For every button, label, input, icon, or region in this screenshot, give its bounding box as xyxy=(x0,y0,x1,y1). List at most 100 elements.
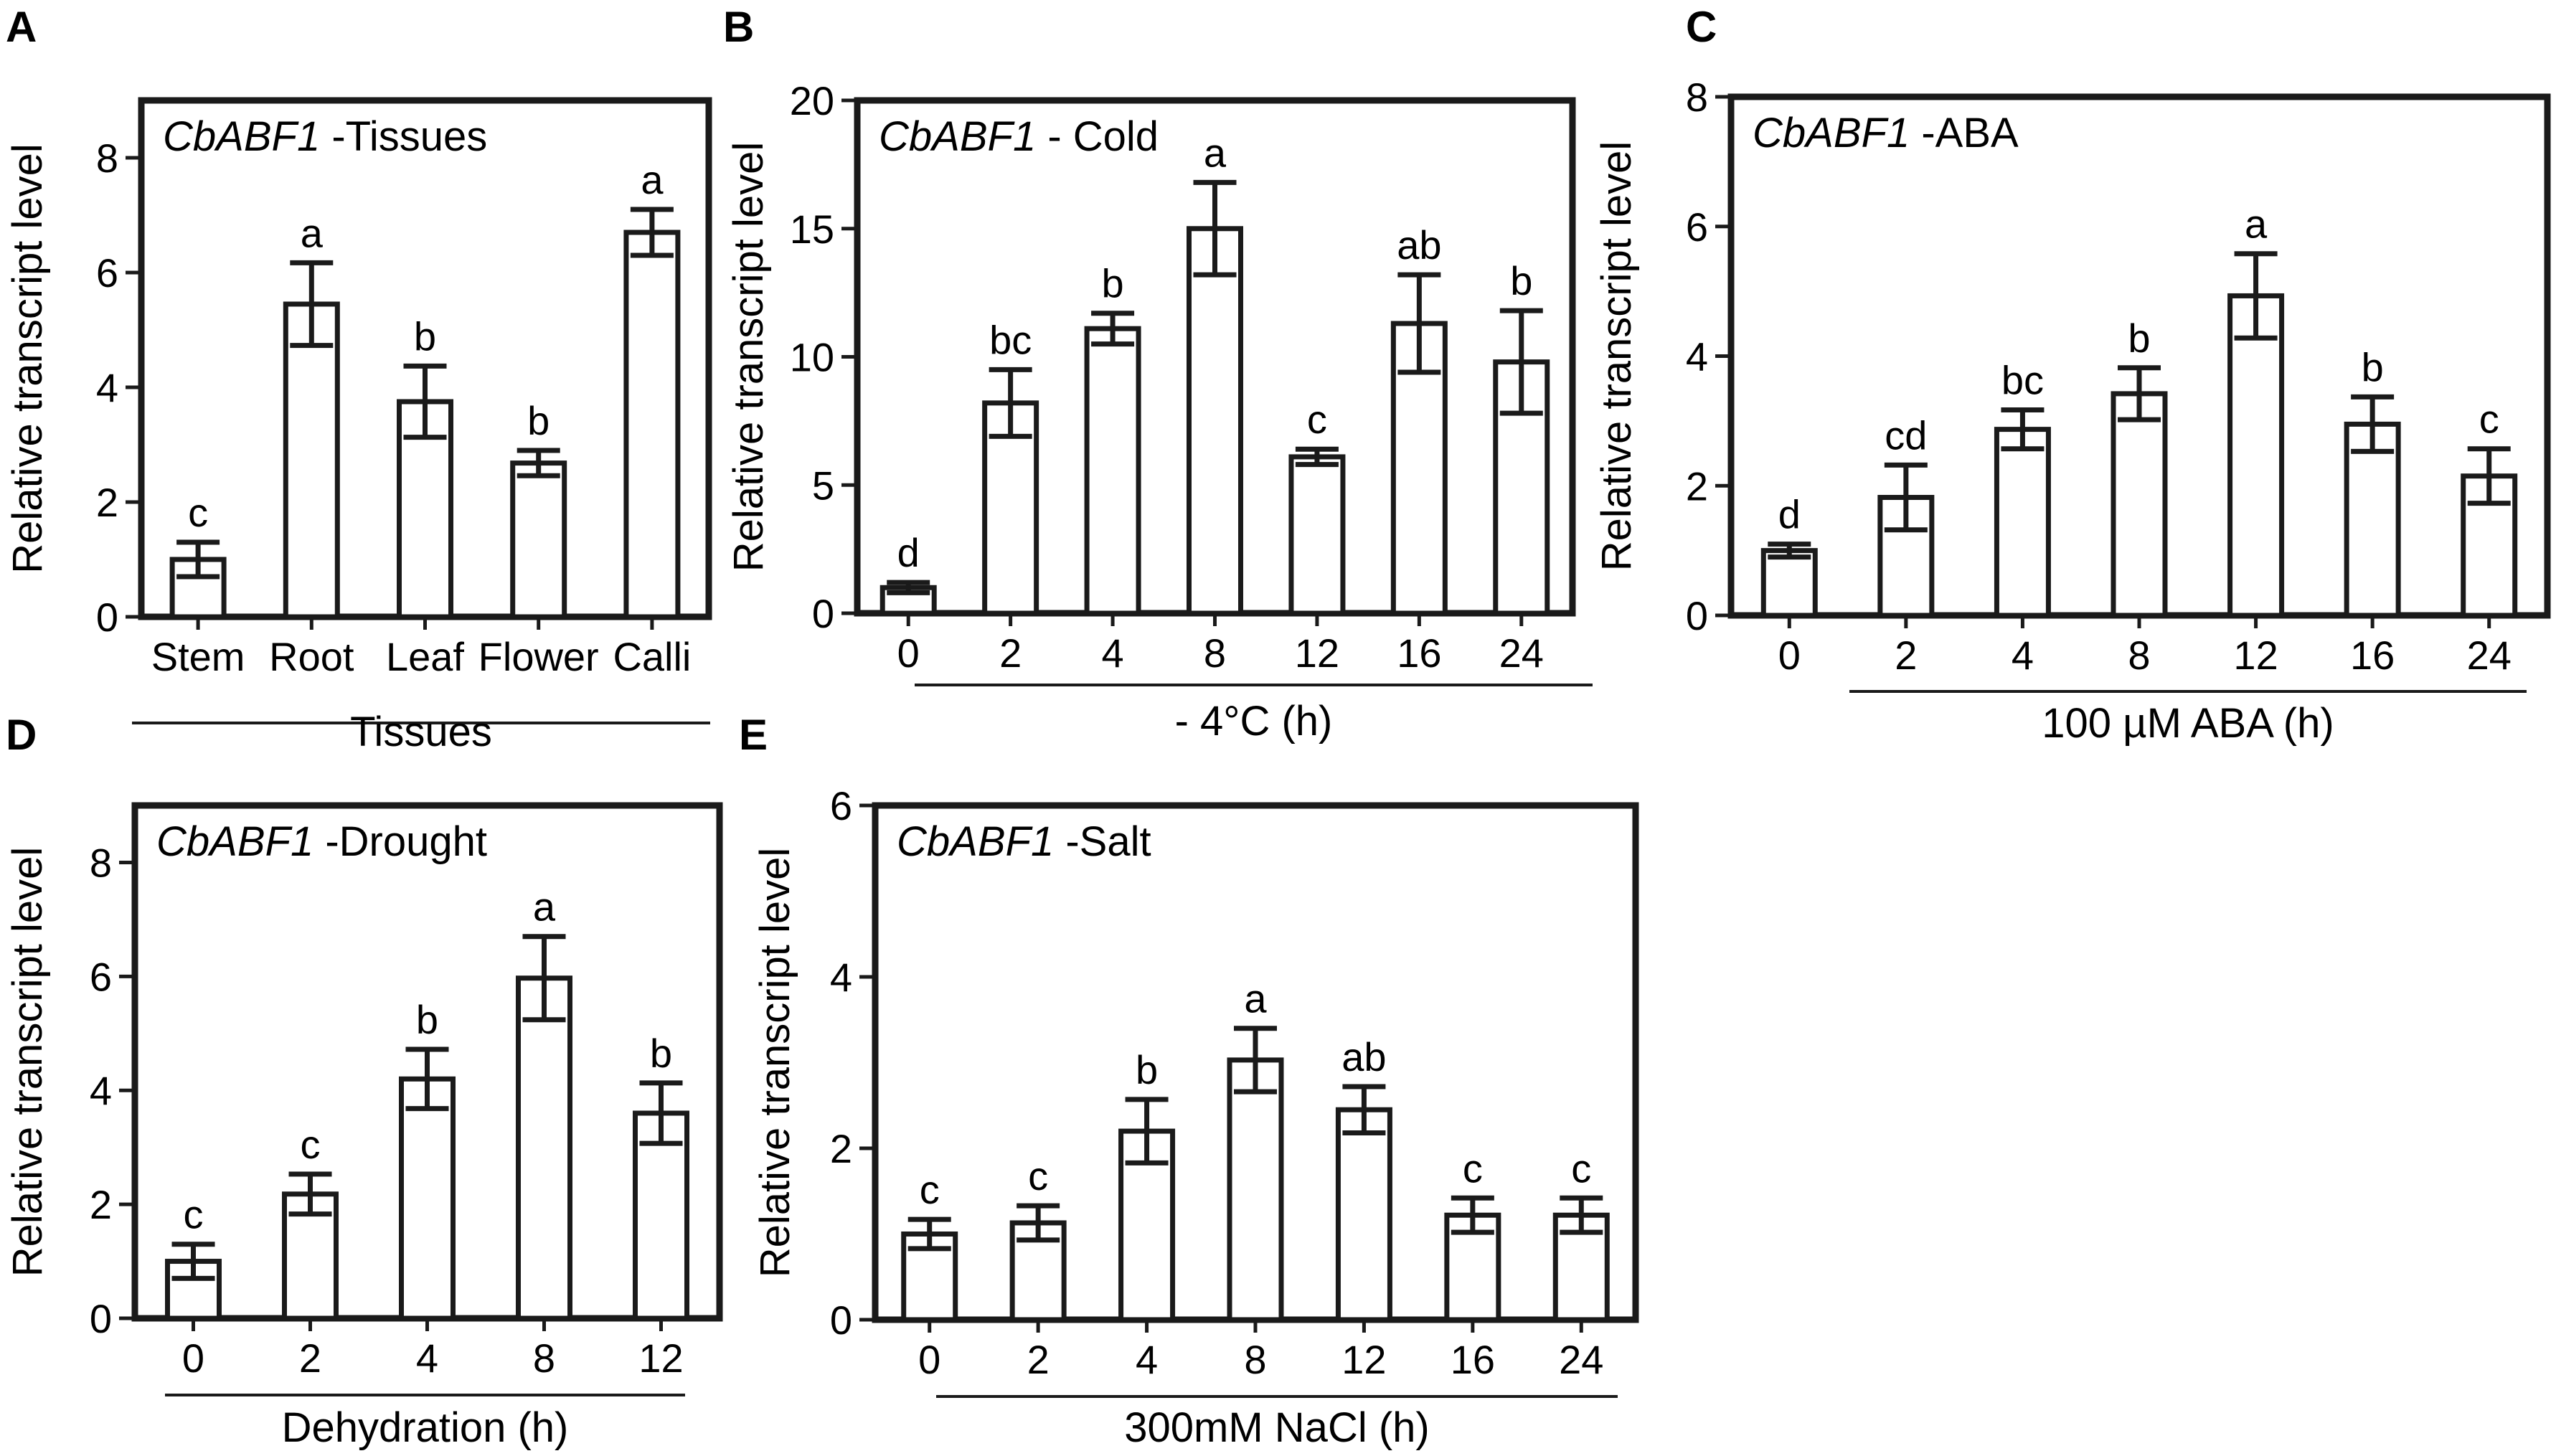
x-tick-label: 16 xyxy=(1451,1337,1495,1382)
significance-label: bc xyxy=(989,317,1032,362)
error-bar xyxy=(2001,407,2045,452)
x-tick-label: 24 xyxy=(1559,1337,1603,1382)
x-axis-label: 100 µM ABA (h) xyxy=(2042,700,2334,747)
significance-label: c xyxy=(188,490,208,535)
chart-title: CbABF1 -Salt xyxy=(897,818,1151,865)
significance-label: c xyxy=(1571,1145,1591,1191)
significance-label: ab xyxy=(1341,1034,1386,1079)
x-axis-label: Tissues xyxy=(350,709,492,755)
x-axis-label: Dehydration (h) xyxy=(282,1404,569,1451)
significance-label: ab xyxy=(1397,222,1441,268)
x-tick-label: 8 xyxy=(2128,633,2150,678)
error-bar xyxy=(288,1171,332,1217)
significance-label: d xyxy=(1778,492,1801,537)
x-tick-label: 8 xyxy=(533,1336,555,1381)
title-suffix: -Salt xyxy=(1054,818,1151,865)
significance-label: b xyxy=(416,997,438,1042)
error-bar xyxy=(1499,308,1543,416)
y-tick-label: 0 xyxy=(1686,593,1708,638)
y-tick-label: 8 xyxy=(1686,75,1708,120)
x-tick-label: 0 xyxy=(897,630,920,676)
error-bar xyxy=(176,539,220,580)
y-tick-label: 6 xyxy=(90,954,112,999)
bar-4 xyxy=(399,1076,456,1321)
significance-label: b xyxy=(1136,1047,1158,1092)
error-bar xyxy=(1451,1195,1494,1235)
error-bar xyxy=(517,448,560,478)
significance-label: c xyxy=(2479,397,2499,442)
y-tick-label: 8 xyxy=(90,840,112,885)
error-bar xyxy=(1560,1195,1603,1235)
significance-label: c xyxy=(920,1167,940,1212)
x-tick-label: 12 xyxy=(2233,633,2278,678)
significance-label: c xyxy=(1028,1153,1048,1199)
significance-label: b xyxy=(527,398,550,443)
error-bar xyxy=(1017,1203,1060,1243)
x-tick-label: Stem xyxy=(151,634,245,679)
x-tick-label: 12 xyxy=(638,1336,683,1381)
significance-label: b xyxy=(414,313,436,359)
x-tick-label: 16 xyxy=(1397,630,1441,676)
error-bar xyxy=(1193,179,1237,278)
title-suffix: -Tissues xyxy=(320,113,487,160)
error-bar xyxy=(630,207,674,258)
bar-4 xyxy=(1994,427,2051,618)
error-bar xyxy=(989,367,1032,439)
x-tick-label: 2 xyxy=(299,1336,321,1381)
significance-label: bc xyxy=(2001,358,2044,403)
significance-label: c xyxy=(1463,1145,1483,1191)
bar-8 xyxy=(1227,1057,1284,1323)
significance-label: b xyxy=(1101,261,1123,306)
y-tick-label: 2 xyxy=(830,1126,852,1171)
bar-Calli xyxy=(623,230,681,620)
error-bar xyxy=(639,1080,683,1146)
error-bar xyxy=(2351,394,2395,454)
significance-label: c xyxy=(301,1122,321,1167)
x-tick-label: 16 xyxy=(2350,633,2395,678)
x-tick-label: 0 xyxy=(182,1336,204,1381)
panel-letter: A xyxy=(6,3,37,51)
title-gene: CbABF1 xyxy=(897,818,1054,865)
y-tick-label: 4 xyxy=(1686,334,1708,379)
y-tick-label: 8 xyxy=(96,136,118,181)
x-tick-label: Calli xyxy=(613,634,691,679)
y-axis-label: Relative transcript level xyxy=(4,847,51,1277)
error-bar xyxy=(1125,1097,1169,1166)
y-tick-label: 10 xyxy=(790,335,834,380)
y-tick-label: 0 xyxy=(90,1296,112,1341)
significance-label: c xyxy=(184,1192,204,1237)
x-tick-label: 24 xyxy=(1499,630,1544,676)
error-bar xyxy=(403,363,447,440)
y-tick-label: 4 xyxy=(90,1068,112,1113)
x-tick-label: 12 xyxy=(1341,1337,1386,1382)
title-suffix: -Drought xyxy=(313,818,487,865)
x-tick-label: 2 xyxy=(999,630,1022,676)
y-tick-label: 4 xyxy=(96,365,118,410)
y-tick-label: 0 xyxy=(830,1297,852,1343)
error-bar xyxy=(2118,365,2161,422)
x-tick-label: Root xyxy=(269,634,354,679)
significance-label: cd xyxy=(1885,412,1927,458)
x-tick-label: Flower xyxy=(478,634,599,679)
error-bar xyxy=(907,1216,951,1252)
error-bar xyxy=(522,934,566,1023)
bar-0 xyxy=(1760,548,1818,618)
error-bar xyxy=(1397,272,1441,375)
title-gene: CbABF1 xyxy=(156,818,313,865)
y-tick-label: 6 xyxy=(96,250,118,296)
title-gene: CbABF1 xyxy=(879,113,1036,160)
x-tick-label: 24 xyxy=(2467,633,2512,678)
significance-label: a xyxy=(641,157,664,202)
y-axis-label: Relative transcript level xyxy=(4,143,51,574)
panel-letter: D xyxy=(6,711,37,759)
bar-8 xyxy=(1187,226,1243,616)
y-tick-label: 6 xyxy=(1686,204,1708,250)
x-tick-label: 2 xyxy=(1895,633,1917,678)
y-tick-label: 2 xyxy=(90,1182,112,1227)
significance-label: c xyxy=(1307,397,1327,442)
error-bar xyxy=(1342,1084,1386,1135)
y-axis-label: Relative transcript level xyxy=(725,142,772,572)
y-tick-label: 20 xyxy=(790,78,834,123)
bar-12 xyxy=(2227,293,2285,618)
chart-title: CbABF1 - Cold xyxy=(879,113,1159,160)
